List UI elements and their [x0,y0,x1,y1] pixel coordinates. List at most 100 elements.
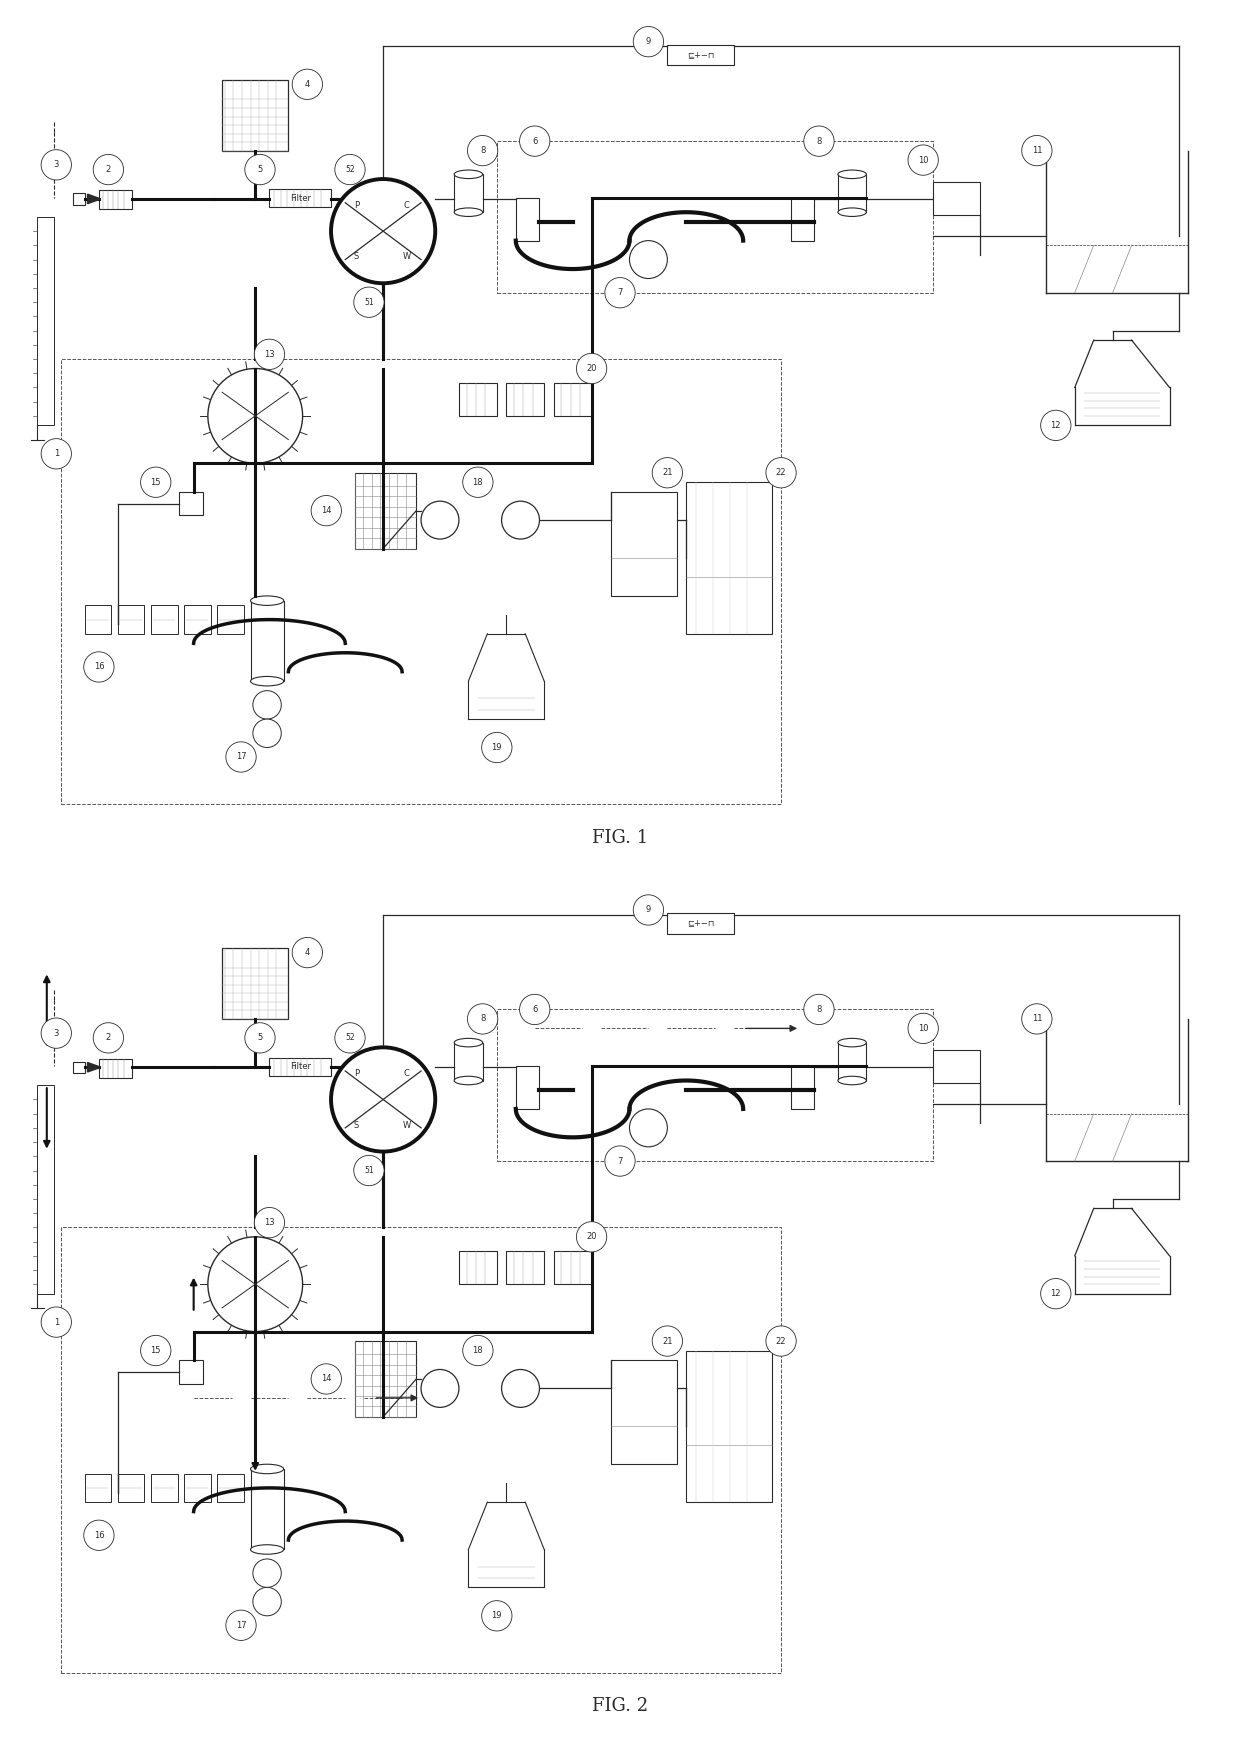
Text: FIG. 1: FIG. 1 [591,829,649,846]
Text: 19: 19 [491,744,502,753]
Bar [61,360,781,805]
Bar [506,1251,544,1284]
Circle shape [331,1048,435,1152]
Bar [37,217,55,426]
Bar [838,1043,867,1081]
Circle shape [253,1559,281,1587]
Circle shape [41,149,72,181]
Text: 51: 51 [365,1166,373,1175]
Bar [250,1469,284,1550]
Ellipse shape [250,1545,284,1554]
Bar [838,174,867,212]
Bar [222,947,289,1018]
Text: 3: 3 [53,1029,60,1038]
Circle shape [1022,1005,1052,1034]
Circle shape [253,720,281,747]
Bar [84,1474,112,1502]
Circle shape [244,155,275,184]
Bar [61,1227,781,1672]
Bar [506,382,544,415]
Circle shape [226,742,257,772]
Text: FIG. 2: FIG. 2 [591,1696,649,1715]
Text: 5: 5 [258,165,263,174]
Bar [151,1474,177,1502]
Circle shape [1022,136,1052,165]
Text: 10: 10 [918,156,929,165]
Circle shape [605,1145,635,1177]
Circle shape [41,438,72,469]
Circle shape [467,136,497,165]
Bar [459,1251,497,1284]
Circle shape [463,468,494,497]
Polygon shape [88,195,100,203]
Circle shape [634,26,663,57]
Text: 16: 16 [93,1531,104,1540]
Text: 14: 14 [321,506,331,514]
Text: 52: 52 [345,165,355,174]
Text: 16: 16 [93,662,104,671]
Bar [355,1342,417,1416]
Ellipse shape [838,170,867,179]
Circle shape [605,278,635,308]
Ellipse shape [838,209,867,217]
Circle shape [353,287,384,318]
Text: 15: 15 [150,478,161,487]
Circle shape [93,1022,124,1053]
Text: 2: 2 [105,1034,112,1043]
Ellipse shape [838,1038,867,1046]
Text: 7: 7 [618,1156,622,1166]
Bar [151,605,177,634]
Text: 4: 4 [305,80,310,89]
Circle shape [140,468,171,497]
Circle shape [481,1601,512,1630]
Bar [73,193,84,205]
Bar [554,382,591,415]
Bar [610,1361,677,1463]
Text: 5: 5 [258,1034,263,1043]
Bar [791,1067,815,1109]
Bar [610,492,677,596]
Circle shape [908,144,939,176]
Text: 1: 1 [53,1317,60,1326]
Bar [217,1474,244,1502]
Text: S: S [353,1121,360,1130]
Text: 19: 19 [491,1611,502,1620]
Circle shape [335,155,365,184]
Circle shape [331,179,435,283]
Text: 21: 21 [662,1337,672,1345]
Text: ⊑+−⊓: ⊑+−⊓ [687,50,714,59]
Circle shape [520,125,549,156]
Ellipse shape [454,209,482,217]
Text: Filter: Filter [290,1062,311,1071]
Circle shape [311,1364,341,1394]
Text: 9: 9 [646,905,651,914]
Text: 10: 10 [918,1024,929,1032]
Bar [791,198,815,240]
Text: 4: 4 [305,949,310,958]
Text: 22: 22 [776,468,786,478]
Text: ⊑+−⊓: ⊑+−⊓ [687,919,714,928]
Circle shape [422,1370,459,1408]
Ellipse shape [838,1076,867,1085]
Text: 8: 8 [816,137,822,146]
Text: 6: 6 [532,1005,537,1013]
Text: 12: 12 [1050,1290,1061,1298]
Text: 7: 7 [618,289,622,297]
Circle shape [140,1335,171,1366]
Bar [222,80,289,151]
Circle shape [577,353,606,384]
Text: 2: 2 [105,165,112,174]
Text: 17: 17 [236,753,247,761]
Bar [932,1050,980,1083]
Bar [355,473,417,549]
Bar [118,1474,144,1502]
Text: W: W [403,252,410,261]
Circle shape [634,895,663,925]
Circle shape [254,1208,285,1237]
Text: 20: 20 [587,363,596,374]
Circle shape [84,1521,114,1550]
Text: 13: 13 [264,349,275,358]
Text: 11: 11 [1032,146,1042,155]
Circle shape [253,690,281,720]
Circle shape [353,1156,384,1185]
